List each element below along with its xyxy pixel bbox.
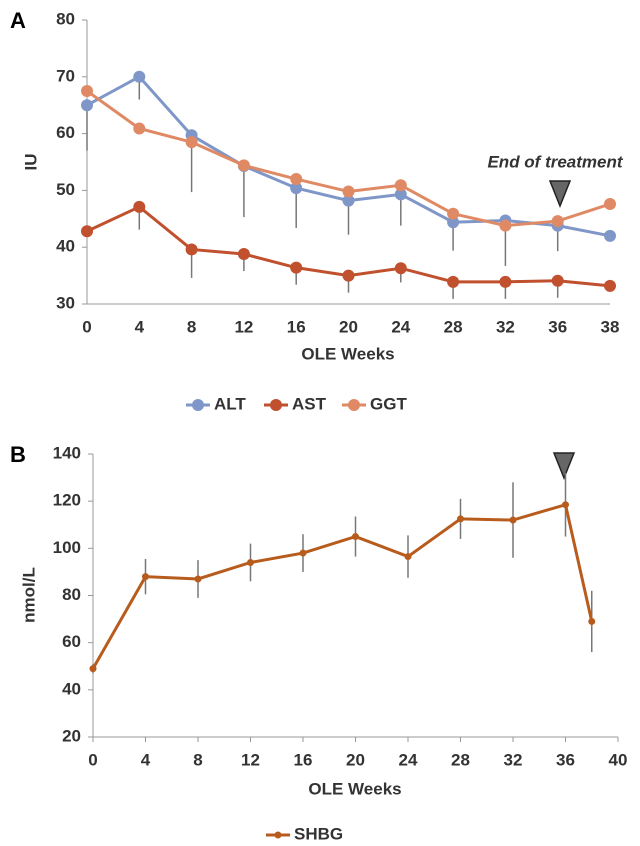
data-point <box>185 243 198 256</box>
data-point <box>342 185 355 198</box>
data-point <box>394 262 407 275</box>
y-tick-label: 50 <box>56 180 75 199</box>
data-point <box>447 216 460 229</box>
marker-arrow <box>548 180 572 209</box>
y-tick-label: 140 <box>53 443 81 462</box>
x-tick-label: 36 <box>548 317 567 336</box>
data-point <box>551 215 564 228</box>
data-point <box>237 159 250 172</box>
y-tick-label: 60 <box>62 632 81 651</box>
data-point <box>342 194 355 207</box>
legend-marker <box>192 399 204 411</box>
x-tick-label: 38 <box>601 317 620 336</box>
data-point <box>237 248 250 261</box>
data-point <box>499 219 512 232</box>
data-point <box>133 70 146 83</box>
data-point <box>604 279 616 292</box>
panel-label: A <box>10 8 26 33</box>
data-point <box>394 179 407 192</box>
legend-label: AST <box>292 394 327 413</box>
x-tick-label: 16 <box>287 317 306 336</box>
data-point <box>457 515 464 523</box>
legend-marker <box>348 399 360 411</box>
legend-marker <box>270 399 282 411</box>
data-point <box>604 229 616 242</box>
x-tick-label: 20 <box>339 317 358 336</box>
x-tick-label: 24 <box>399 750 418 769</box>
y-axis-label: nmol/L <box>19 567 38 623</box>
x-tick-label: 24 <box>391 317 410 336</box>
y-tick-label: 40 <box>62 679 81 698</box>
data-point <box>290 261 303 274</box>
data-point <box>404 553 412 561</box>
x-tick-label: 20 <box>346 750 365 769</box>
y-tick-label: 80 <box>56 9 75 28</box>
data-point <box>81 85 93 97</box>
y-tick-label: 80 <box>62 585 81 604</box>
x-tick-label: 32 <box>504 750 523 769</box>
data-point <box>509 516 517 524</box>
x-tick-label: 0 <box>82 317 91 336</box>
data-point <box>604 198 616 211</box>
x-tick-label: 8 <box>193 750 202 769</box>
data-point <box>185 136 198 149</box>
data-point <box>299 549 307 557</box>
x-tick-label: 4 <box>135 317 145 336</box>
data-point <box>342 269 355 282</box>
annotation: End of treatment <box>487 152 623 171</box>
y-tick-label: 100 <box>53 538 81 557</box>
x-axis-label: OLE Weeks <box>301 344 394 363</box>
x-tick-label: 36 <box>556 750 575 769</box>
marker-arrow <box>552 452 576 481</box>
data-point <box>551 274 564 287</box>
data-point <box>447 275 460 288</box>
series-line <box>91 502 594 670</box>
legend-label: ALT <box>214 394 246 413</box>
data-point <box>247 558 254 566</box>
legend-label: GGT <box>370 394 407 413</box>
y-tick-label: 30 <box>56 293 75 312</box>
panel-label: B <box>10 442 26 467</box>
x-tick-label: 16 <box>294 750 313 769</box>
legend-label: SHBG <box>294 824 343 843</box>
x-tick-label: 12 <box>234 317 253 336</box>
data-point <box>81 99 93 112</box>
data-point <box>194 575 202 583</box>
data-point <box>133 122 146 135</box>
x-tick-label: 4 <box>141 750 151 769</box>
x-tick-label: 40 <box>609 750 628 769</box>
y-tick-label: 70 <box>56 66 75 85</box>
x-tick-label: 28 <box>444 317 463 336</box>
data-point <box>290 173 303 186</box>
data-point <box>142 573 149 581</box>
x-axis-label: OLE Weeks <box>308 779 401 798</box>
y-tick-label: 20 <box>62 726 81 745</box>
x-tick-label: 0 <box>88 750 97 769</box>
y-tick-label: 40 <box>56 237 75 256</box>
y-tick-label: 120 <box>53 491 81 510</box>
legend-marker <box>274 831 282 839</box>
data-point <box>394 188 407 201</box>
x-tick-label: 12 <box>241 750 260 769</box>
data-point <box>89 665 97 673</box>
data-point <box>81 225 93 238</box>
y-tick-label: 60 <box>56 123 75 142</box>
data-point <box>290 182 303 195</box>
data-point <box>588 617 596 625</box>
x-tick-label: 8 <box>187 317 196 336</box>
data-point <box>133 200 146 213</box>
data-point <box>352 533 359 541</box>
data-point <box>562 501 569 509</box>
y-axis-label: IU <box>21 154 40 171</box>
data-point <box>447 207 460 220</box>
data-point <box>499 275 512 288</box>
x-tick-label: 32 <box>496 317 515 336</box>
x-tick-label: 28 <box>451 750 470 769</box>
